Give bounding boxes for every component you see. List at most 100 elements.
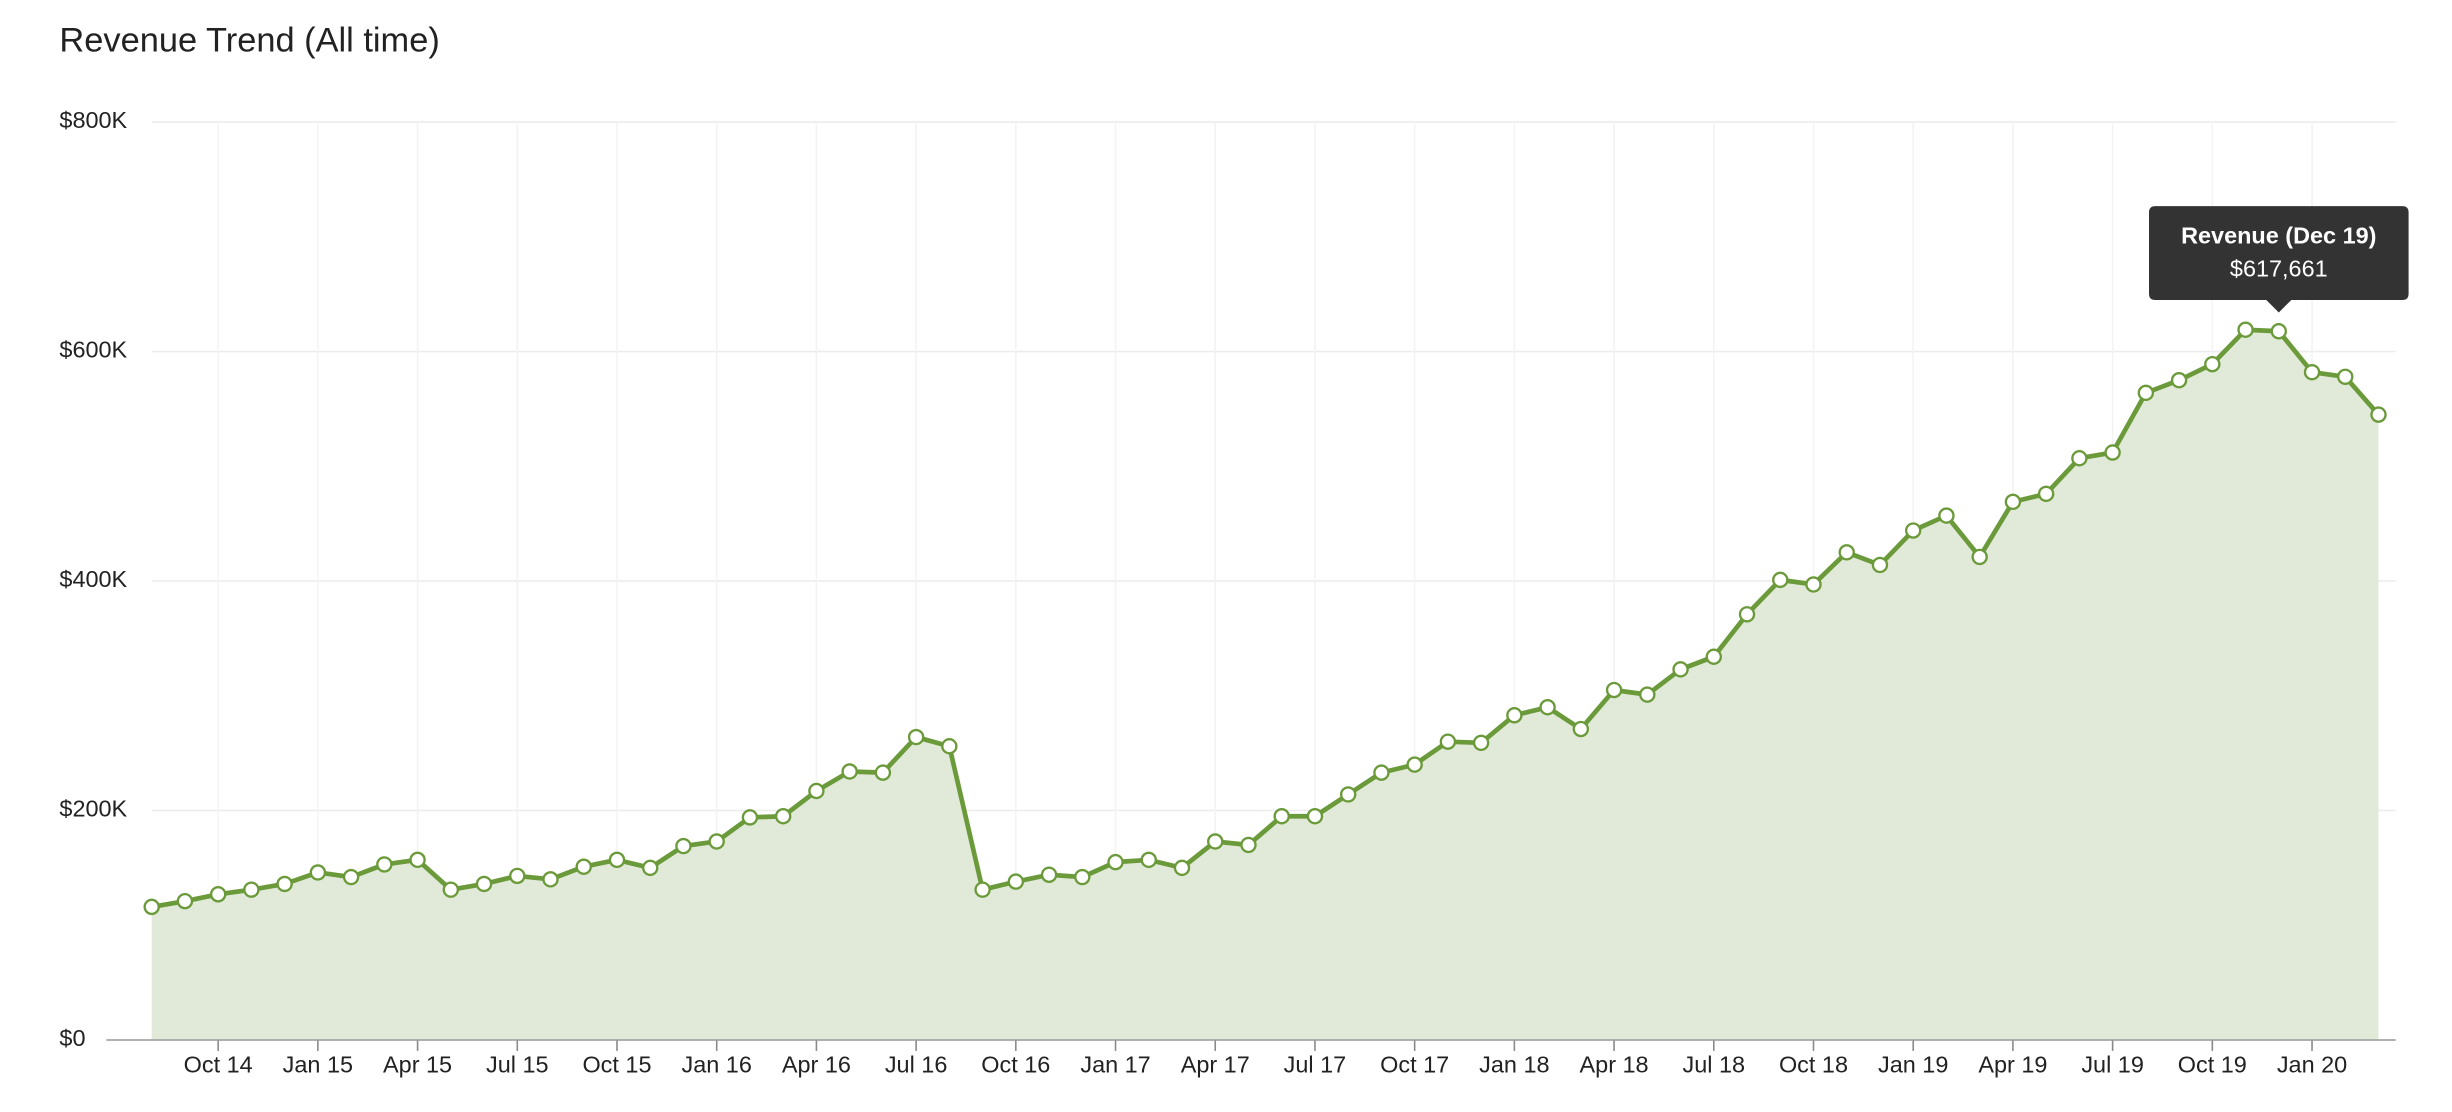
x-tick-label: Oct 17 [1380, 1052, 1449, 1078]
x-tick-label: Jul 15 [486, 1052, 549, 1078]
x-tick-label: Jan 15 [283, 1052, 353, 1078]
point [575, 858, 592, 875]
point [1207, 833, 1224, 850]
y-tick-label: $400K [59, 566, 127, 592]
x-tick-label: Oct 19 [2178, 1052, 2247, 1078]
point [1572, 720, 1590, 738]
tooltip-value: $617,661 [2230, 255, 2328, 281]
point [974, 881, 991, 898]
point [1173, 859, 1191, 877]
point [941, 738, 958, 755]
y-tick-label: $200K [59, 796, 127, 822]
point [1971, 548, 1988, 566]
point [1140, 851, 1157, 869]
tooltip: Revenue (Dec 19) $617,661 [2149, 206, 2409, 313]
point [808, 782, 825, 800]
point [774, 808, 792, 825]
point [309, 864, 327, 881]
x-tick-label: Jan 17 [1080, 1052, 1150, 1078]
point [2037, 485, 2055, 503]
point [409, 851, 426, 869]
x-tick-label: Jul 17 [1284, 1052, 1347, 1078]
point [642, 859, 659, 877]
point [1406, 756, 1423, 773]
point [376, 856, 393, 873]
x-tick-label: Apr 18 [1580, 1052, 1649, 1078]
point [1040, 866, 1058, 883]
tooltip-box [2149, 206, 2409, 313]
x-tick-label: Apr 15 [383, 1052, 452, 1078]
point [1240, 836, 1257, 854]
point [2071, 450, 2088, 467]
x-tick-label: Oct 16 [981, 1052, 1050, 1078]
x-tick-label: Jul 16 [885, 1052, 948, 1078]
x-tick-label: Jul 19 [2081, 1052, 2144, 1078]
point [342, 868, 360, 886]
point [1938, 507, 1955, 524]
point [2204, 355, 2221, 373]
x-tick-label: Apr 16 [782, 1052, 851, 1078]
point [509, 867, 526, 885]
point [1439, 733, 1457, 750]
x-tick-label: Jan 18 [1479, 1052, 1549, 1078]
x-tick-label: Jul 18 [1683, 1052, 1746, 1078]
point [243, 881, 260, 898]
point [1273, 808, 1290, 825]
point [1506, 707, 1523, 724]
point [1805, 576, 1822, 593]
point [708, 833, 725, 850]
point [841, 763, 858, 780]
point [1605, 681, 1623, 699]
point [741, 809, 759, 826]
point [442, 881, 460, 898]
point [1871, 556, 1889, 574]
point [1373, 764, 1390, 781]
x-tick-label: Jan 19 [1878, 1052, 1948, 1078]
point [2170, 372, 2188, 389]
point [2303, 363, 2321, 381]
point [1838, 544, 1855, 561]
x-tick-label: Oct 18 [1779, 1052, 1848, 1078]
point [1639, 686, 1656, 703]
point [143, 898, 160, 916]
x-tick-label: Jan 16 [682, 1052, 752, 1078]
x-tick-label: Oct 15 [582, 1052, 651, 1078]
x-tick-label: Oct 14 [184, 1052, 253, 1078]
point [907, 728, 925, 746]
point [608, 851, 626, 869]
point [1672, 661, 1689, 678]
point [2004, 493, 2022, 511]
point [874, 764, 892, 781]
y-tick-label: $0 [59, 1025, 85, 1051]
x-tick-label: Apr 17 [1181, 1052, 1250, 1078]
point [1738, 606, 1756, 623]
point [2104, 444, 2121, 461]
point [276, 875, 293, 893]
point [176, 892, 194, 910]
x-tick-label: Jan 20 [2277, 1052, 2347, 1078]
point [1107, 853, 1124, 871]
point [1472, 734, 1490, 752]
area [151, 329, 2379, 1040]
chart-title: Revenue Trend (All time) [59, 21, 439, 59]
point [2270, 323, 2288, 340]
point [2337, 368, 2354, 385]
point [2370, 406, 2387, 423]
point [675, 837, 692, 855]
y-tick-label: $800K [59, 107, 127, 133]
point [1904, 522, 1922, 539]
point [1772, 571, 1789, 589]
point [1539, 699, 1556, 716]
point [1074, 868, 1091, 886]
point [1007, 873, 1025, 890]
point [209, 886, 227, 903]
point [2137, 384, 2155, 402]
x-tick-label: Apr 19 [1978, 1052, 2047, 1078]
y-tick-label: $600K [59, 337, 127, 363]
point [542, 871, 559, 888]
point [1339, 786, 1357, 803]
point [1705, 648, 1722, 665]
tooltip-title: Revenue (Dec 19) [2181, 223, 2376, 249]
